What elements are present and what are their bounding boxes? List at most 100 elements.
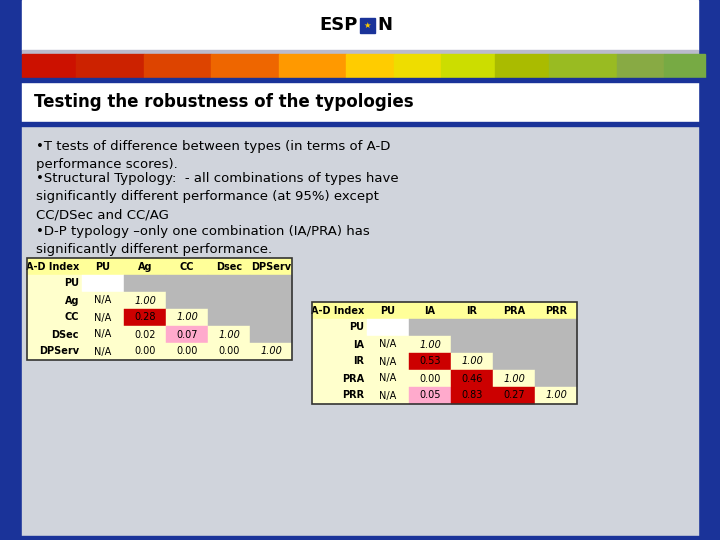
Text: 0.46: 0.46	[462, 374, 482, 383]
Bar	[451, 319, 493, 336]
Bar	[82, 309, 124, 326]
Bar	[312, 336, 367, 353]
Bar	[250, 309, 292, 326]
Bar	[22, 82, 698, 122]
Bar	[0, 122, 720, 126]
Bar	[360, 18, 375, 33]
Text: N/A: N/A	[94, 329, 112, 340]
Bar	[367, 302, 409, 319]
Text: PU: PU	[349, 322, 364, 333]
Bar	[250, 275, 292, 292]
Text: •T tests of difference between types (in terms of A-D
performance scores).: •T tests of difference between types (in…	[36, 140, 390, 171]
Bar	[535, 336, 577, 353]
Bar	[27, 258, 82, 275]
Bar	[279, 54, 346, 78]
Text: ★: ★	[364, 21, 372, 30]
Bar	[698, 0, 720, 540]
Text: 0.28: 0.28	[134, 313, 156, 322]
Text: 0.00: 0.00	[218, 347, 240, 356]
Bar	[0, 78, 720, 82]
Text: PRA: PRA	[503, 306, 525, 315]
Bar	[409, 353, 451, 370]
Text: 1.00: 1.00	[260, 347, 282, 356]
Text: 0.83: 0.83	[462, 390, 482, 401]
Text: Ag: Ag	[138, 261, 152, 272]
Bar	[27, 343, 82, 360]
Bar	[22, 126, 698, 536]
Bar	[0, 536, 720, 540]
Bar	[208, 258, 250, 275]
Text: •Structural Typology:  - all combinations of types have
significantly different : •Structural Typology: - all combinations…	[36, 172, 399, 221]
Bar	[208, 292, 250, 309]
Bar	[451, 387, 493, 404]
Text: PRR: PRR	[342, 390, 364, 401]
Bar	[166, 292, 208, 309]
Bar	[250, 292, 292, 309]
Text: PRR: PRR	[545, 306, 567, 315]
Bar	[312, 353, 367, 370]
Bar	[312, 387, 367, 404]
Text: 0.27: 0.27	[503, 390, 525, 401]
Text: 0.00: 0.00	[419, 374, 441, 383]
Bar	[124, 275, 166, 292]
Text: N/A: N/A	[379, 374, 397, 383]
Bar	[250, 258, 292, 275]
Bar	[495, 54, 549, 78]
Bar	[208, 326, 250, 343]
Bar	[166, 258, 208, 275]
Bar	[124, 343, 166, 360]
Bar	[535, 302, 577, 319]
Bar	[124, 326, 166, 343]
Bar	[250, 343, 292, 360]
Bar	[409, 370, 451, 387]
Text: 1.00: 1.00	[461, 356, 483, 367]
Text: N/A: N/A	[379, 390, 397, 401]
Bar	[124, 309, 166, 326]
Bar	[367, 319, 409, 336]
Bar	[367, 370, 409, 387]
Bar	[493, 336, 535, 353]
Bar	[250, 326, 292, 343]
Bar	[27, 326, 82, 343]
Bar	[82, 292, 124, 309]
Bar	[493, 302, 535, 319]
Text: PRA: PRA	[342, 374, 364, 383]
Bar	[166, 326, 208, 343]
Bar	[664, 54, 705, 78]
Text: 1.00: 1.00	[176, 313, 198, 322]
Bar	[208, 309, 250, 326]
Text: Testing the robustness of the typologies: Testing the robustness of the typologies	[34, 93, 413, 111]
Bar	[22, 0, 698, 50]
Bar	[451, 302, 493, 319]
Bar	[346, 54, 394, 78]
Bar	[211, 54, 279, 78]
Bar	[367, 353, 409, 370]
Text: N/A: N/A	[379, 356, 397, 367]
Text: IA: IA	[353, 340, 364, 349]
Bar	[535, 319, 577, 336]
Bar	[312, 302, 577, 404]
Text: Dsec: Dsec	[216, 261, 242, 272]
Text: PU: PU	[64, 279, 79, 288]
Bar	[27, 292, 82, 309]
Text: N/A: N/A	[94, 347, 112, 356]
Text: DSec: DSec	[52, 329, 79, 340]
Bar	[367, 336, 409, 353]
Text: IR: IR	[467, 306, 477, 315]
Bar	[367, 387, 409, 404]
Bar	[82, 258, 124, 275]
Text: 0.07: 0.07	[176, 329, 198, 340]
Text: •D-P typology –only one combination (IA/PRA) has
significantly different perform: •D-P typology –only one combination (IA/…	[36, 225, 370, 256]
Bar	[124, 292, 166, 309]
Bar	[27, 258, 292, 360]
Text: 0.02: 0.02	[134, 329, 156, 340]
Text: A-D Index: A-D Index	[311, 306, 364, 315]
Bar	[493, 353, 535, 370]
Bar	[409, 319, 451, 336]
Text: PU: PU	[380, 306, 395, 315]
Bar	[76, 54, 144, 78]
Bar	[27, 275, 82, 292]
Text: IA: IA	[425, 306, 436, 315]
Text: Ag: Ag	[65, 295, 79, 306]
Bar	[166, 275, 208, 292]
